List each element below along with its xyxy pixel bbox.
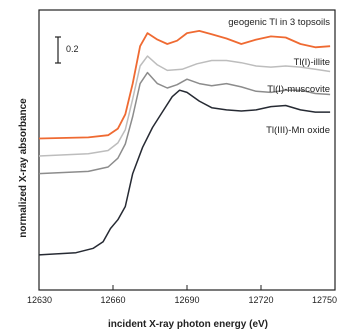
x-tick-label: 12690	[174, 295, 199, 305]
series-label-mn-oxide: Tl(III)-Mn oxide	[266, 125, 330, 136]
series-label-muscovite: Tl(I)-muscovite	[267, 84, 330, 95]
curve-labels: geogenic Tl in 3 topsoils Tl(I)-illite T…	[228, 17, 330, 136]
series-line-1	[38, 30, 331, 140]
series-line-2	[38, 55, 331, 157]
scale-bar-label: 0.2	[66, 44, 79, 54]
x-tick-label: 12720	[248, 295, 273, 305]
x-tick-label: 12630	[27, 295, 52, 305]
x-tick-label: 12750	[312, 295, 337, 305]
y-axis-label: normalized X-ray absorbance	[18, 98, 29, 238]
series-line-4	[38, 89, 331, 256]
scale-bar: 0.2	[55, 36, 79, 64]
x-axis-label: incident X-ray photon energy (eV)	[108, 319, 268, 330]
x-axis-ticks: 12630 12660 12690 12720 12750	[27, 285, 337, 305]
series-label-topsoils: geogenic Tl in 3 topsoils	[228, 17, 330, 28]
x-tick-label: 12660	[100, 295, 125, 305]
spectra-lines	[38, 30, 331, 256]
series-line-3	[38, 71, 331, 175]
series-label-illite: Tl(I)-illite	[294, 57, 330, 68]
plot-frame	[38, 9, 336, 291]
